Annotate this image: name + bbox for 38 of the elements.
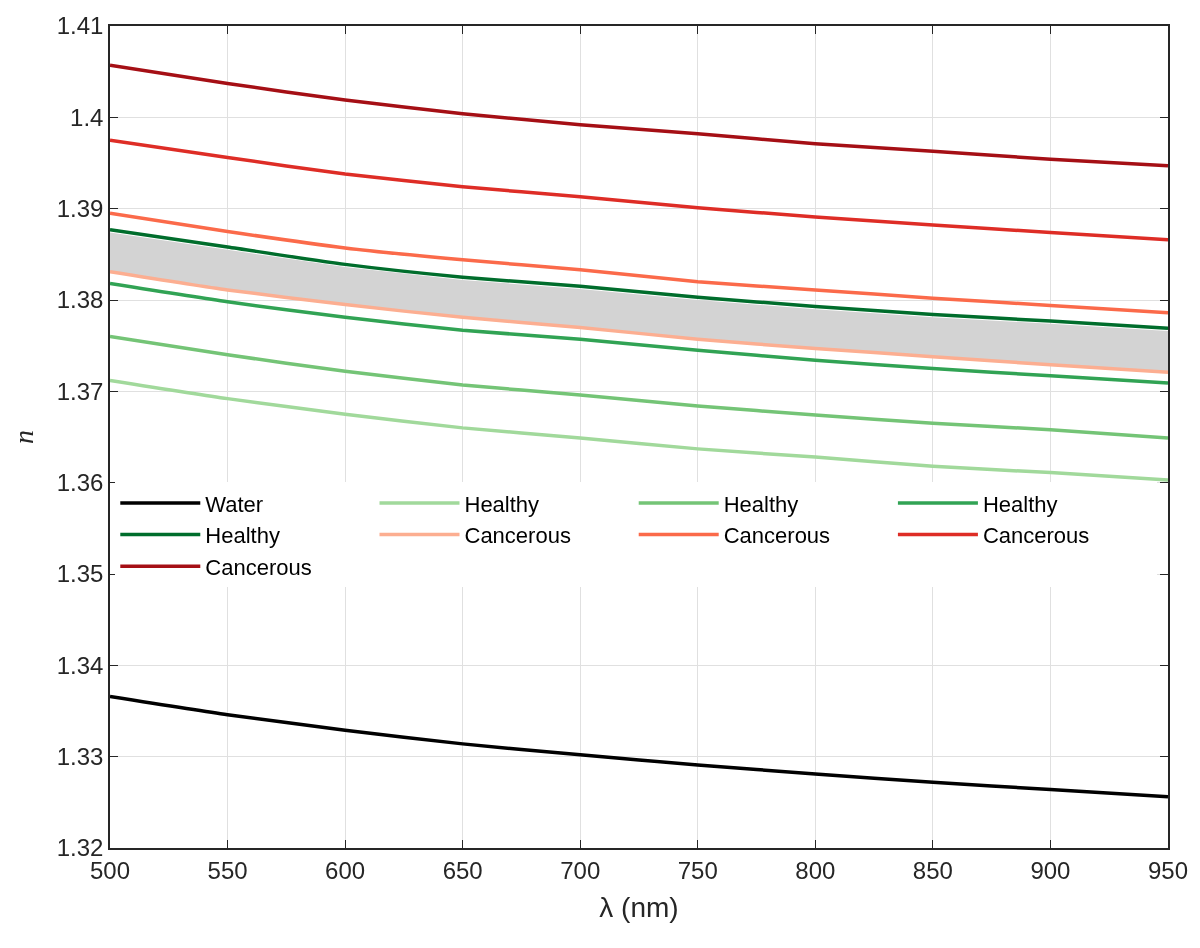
line-series <box>110 63 1168 168</box>
x-tick-label: 900 <box>1030 856 1071 884</box>
y-tick-label: 1.38 <box>56 286 104 314</box>
y-axis-title: n <box>7 430 39 444</box>
x-tick-label: 550 <box>207 856 248 884</box>
legend-label: Cancerous <box>723 523 831 549</box>
y-tick-label: 1.35 <box>56 560 104 588</box>
line-series <box>110 378 1168 482</box>
x-tick-label: 650 <box>442 856 483 884</box>
y-tick-label: 1.37 <box>56 377 104 405</box>
line-series <box>110 281 1168 385</box>
line-series <box>110 269 1168 374</box>
line-series <box>110 694 1168 799</box>
x-tick-label: 700 <box>560 856 601 884</box>
x-tick-label: 750 <box>677 856 718 884</box>
x-tick-label: 850 <box>912 856 953 884</box>
x-axis-title: λ (nm) <box>599 892 679 924</box>
line-series <box>110 211 1168 315</box>
x-tick-label: 950 <box>1147 856 1189 884</box>
line-series <box>110 334 1168 440</box>
y-tick-label: 1.33 <box>56 743 104 771</box>
legend-label: Cancerous <box>205 554 312 580</box>
legend-label: Healthy <box>205 523 280 549</box>
legend-label: Water <box>205 491 264 517</box>
legend-label: Healthy <box>464 491 540 517</box>
line-series <box>110 138 1168 242</box>
legend-label: Cancerous <box>464 523 571 549</box>
x-tick-label: 800 <box>795 856 836 884</box>
legend-label: Healthy <box>982 491 1058 517</box>
line-series <box>110 227 1168 331</box>
y-tick-label: 1.4 <box>70 103 104 131</box>
y-tick-label: 1.34 <box>56 651 104 679</box>
x-tick-label: 600 <box>325 856 366 884</box>
y-tick-label: 1.41 <box>56 12 104 40</box>
y-tick-label: 1.39 <box>56 195 104 223</box>
legend-label: Healthy <box>723 491 799 517</box>
legend-label: Cancerous <box>982 523 1090 549</box>
y-tick-label: 1.36 <box>56 469 104 497</box>
